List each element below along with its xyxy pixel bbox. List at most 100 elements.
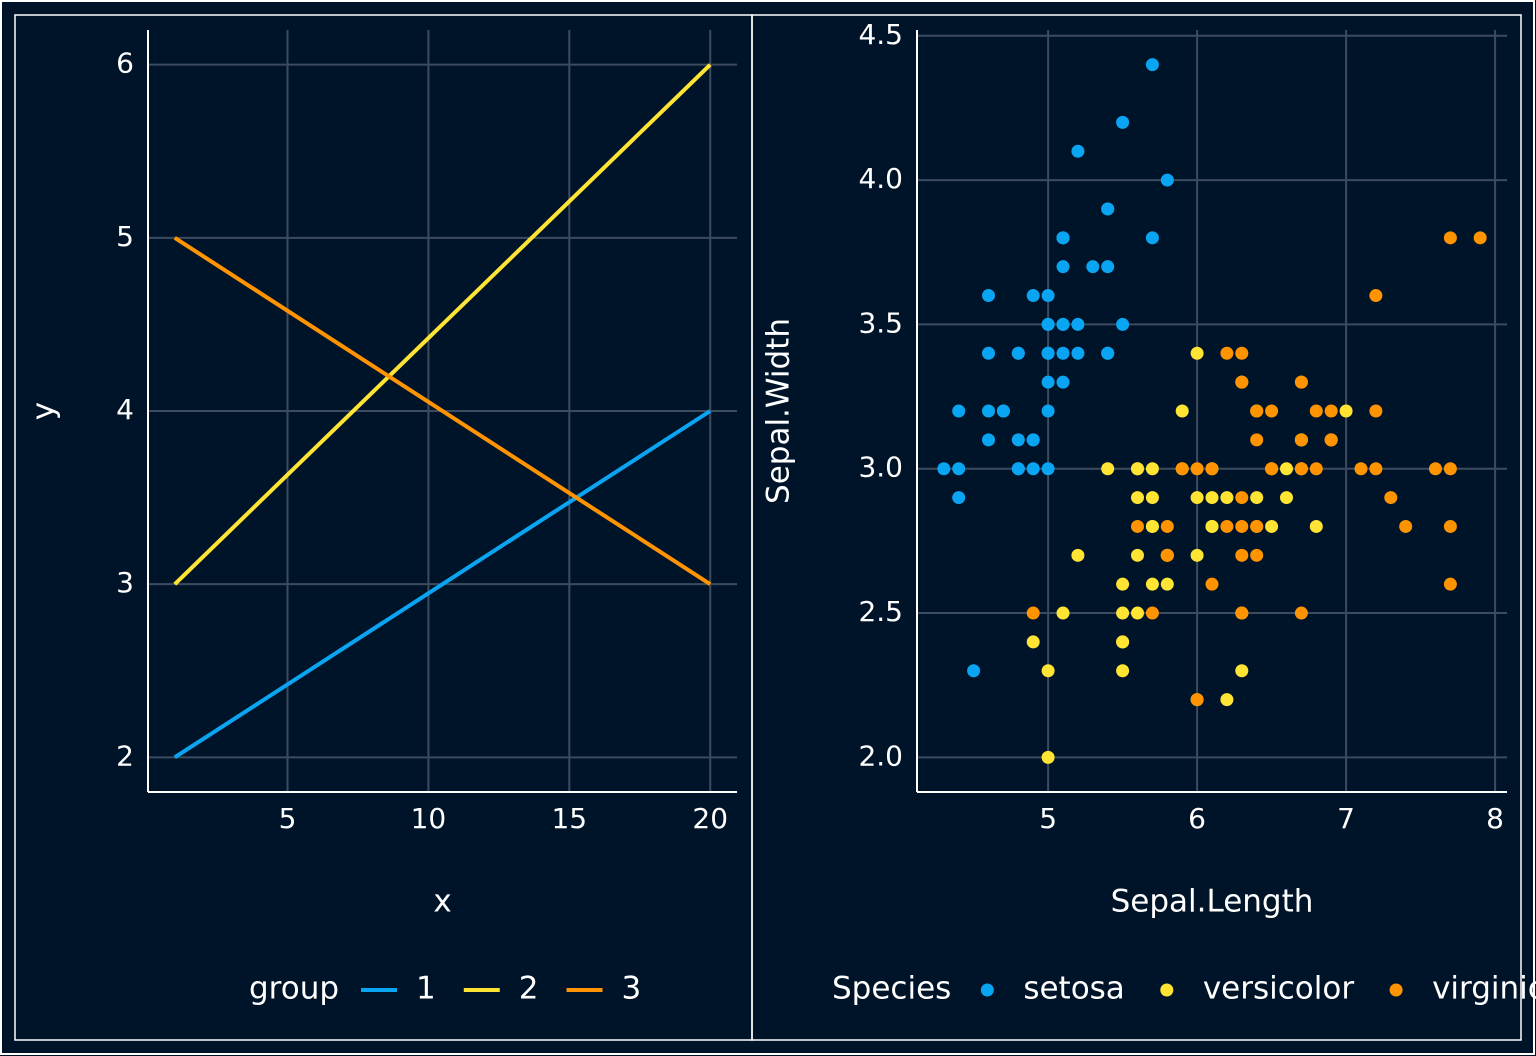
point [1205, 462, 1219, 476]
point [1041, 404, 1055, 418]
point [1026, 433, 1040, 447]
point [1250, 519, 1264, 533]
x-axis-title: Sepal.Length [1111, 884, 1314, 920]
point [1116, 577, 1130, 591]
point [1428, 462, 1442, 476]
point [1041, 375, 1055, 389]
point [1011, 346, 1025, 360]
point [1041, 317, 1055, 331]
point [1294, 433, 1308, 447]
y-tick-label: 4 [116, 393, 134, 426]
legend-swatch [980, 983, 994, 997]
point [1190, 462, 1204, 476]
point [1235, 548, 1249, 562]
point [1145, 519, 1159, 533]
point [1011, 433, 1025, 447]
point [1041, 750, 1055, 764]
point [1116, 317, 1130, 331]
point [1220, 346, 1234, 360]
point [1160, 519, 1174, 533]
point [1369, 289, 1383, 303]
point [1145, 491, 1159, 505]
point [1279, 491, 1293, 505]
x-tick-label: 5 [1039, 802, 1057, 835]
y-tick-label: 4.0 [858, 162, 903, 195]
point [1101, 260, 1115, 274]
y-tick-label: 4.5 [858, 18, 903, 51]
y-tick-label: 2.5 [858, 595, 903, 628]
y-tick-label: 5 [116, 220, 134, 253]
point [982, 404, 996, 418]
point [1265, 404, 1279, 418]
x-tick-label: 20 [692, 802, 728, 835]
point [1250, 404, 1264, 418]
point [1026, 635, 1040, 649]
point [1026, 462, 1040, 476]
point [1145, 606, 1159, 620]
point [1131, 548, 1145, 562]
point [1369, 404, 1383, 418]
point [1324, 433, 1338, 447]
point [1205, 491, 1219, 505]
x-tick-label: 15 [551, 802, 587, 835]
point [1101, 346, 1115, 360]
point [952, 404, 966, 418]
point [952, 491, 966, 505]
point [1056, 346, 1070, 360]
point [996, 404, 1010, 418]
point [1056, 231, 1070, 245]
point [1294, 375, 1308, 389]
point [1265, 462, 1279, 476]
point [952, 462, 966, 476]
point [1279, 462, 1293, 476]
point [1205, 577, 1219, 591]
point [1145, 577, 1159, 591]
point [1101, 202, 1115, 216]
y-tick-label: 3 [116, 566, 134, 599]
point [1190, 548, 1204, 562]
x-tick-label: 6 [1188, 802, 1206, 835]
point [1175, 462, 1189, 476]
point [1369, 462, 1383, 476]
y-axis-title: Sepal.Width [761, 318, 797, 504]
point [1235, 346, 1249, 360]
point [982, 289, 996, 303]
point [1026, 289, 1040, 303]
point [1265, 519, 1279, 533]
point [1086, 260, 1100, 274]
point [1309, 519, 1323, 533]
point [1235, 664, 1249, 678]
legend-label: 2 [519, 971, 539, 1007]
x-tick-label: 10 [411, 802, 447, 835]
point [1131, 606, 1145, 620]
x-tick-label: 8 [1486, 802, 1504, 835]
point [1235, 519, 1249, 533]
legend-title: group [249, 971, 339, 1007]
legend-label: setosa [1023, 971, 1125, 1007]
point [1116, 664, 1130, 678]
point [1041, 289, 1055, 303]
point [982, 346, 996, 360]
point [1131, 491, 1145, 505]
point [1235, 491, 1249, 505]
point [1145, 58, 1159, 72]
point [1160, 548, 1174, 562]
point [1324, 404, 1338, 418]
point [1056, 260, 1070, 274]
y-tick-label: 3.0 [858, 451, 903, 484]
point [982, 433, 996, 447]
point [1443, 462, 1457, 476]
point [1235, 375, 1249, 389]
point [1041, 346, 1055, 360]
point [937, 462, 951, 476]
point [1190, 491, 1204, 505]
y-tick-label: 6 [116, 47, 134, 80]
x-tick-label: 7 [1337, 802, 1355, 835]
point [1190, 693, 1204, 707]
legend-label: versicolor [1203, 971, 1355, 1007]
point [1131, 519, 1145, 533]
point [1354, 462, 1368, 476]
y-tick-label: 2 [116, 739, 134, 772]
point [1145, 462, 1159, 476]
point [1131, 462, 1145, 476]
